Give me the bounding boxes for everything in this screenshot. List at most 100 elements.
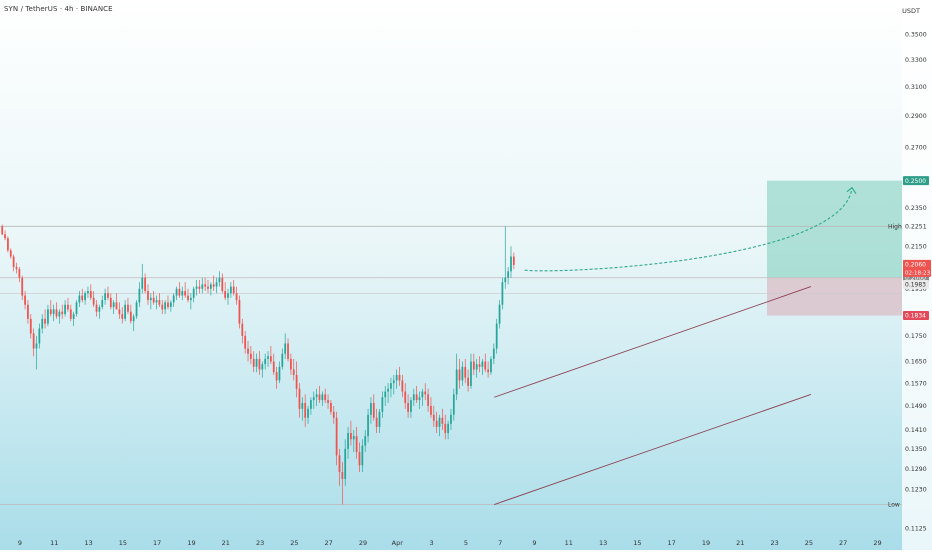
- stop-zone[interactable]: [767, 277, 902, 316]
- x-tick-label: 23: [770, 539, 778, 547]
- candle: [41, 314, 44, 334]
- channel-upper-line[interactable]: [494, 286, 812, 398]
- candle-body: [175, 288, 178, 296]
- price-tag-entry_secondary[interactable]: 0.1983: [903, 280, 929, 290]
- candle: [209, 282, 212, 296]
- candle: [370, 397, 372, 424]
- candle-body: [75, 302, 78, 315]
- candle-body: [24, 295, 26, 305]
- price-unit-label[interactable]: USDT: [902, 7, 920, 15]
- candle: [29, 314, 32, 339]
- x-tick-label: 7: [498, 539, 502, 547]
- candle: [18, 267, 21, 283]
- candle-body: [347, 433, 349, 449]
- candle-body: [407, 403, 409, 412]
- candle: [104, 288, 106, 305]
- candle-body: [261, 364, 264, 370]
- candle-body: [109, 297, 112, 308]
- candle-body: [101, 300, 104, 308]
- candle-body: [221, 277, 224, 292]
- candle: [287, 338, 289, 362]
- x-tick-label: 25: [290, 539, 298, 547]
- candle-body: [404, 391, 407, 404]
- candle: [132, 314, 135, 331]
- candle-body: [95, 304, 98, 312]
- candle: [21, 275, 24, 301]
- candle-body: [98, 307, 101, 312]
- candle: [472, 353, 475, 375]
- candle-body: [318, 394, 321, 401]
- projection-arrow[interactable]: [524, 187, 853, 272]
- candle: [212, 275, 215, 292]
- candle-body: [192, 288, 195, 298]
- target-zone[interactable]: [767, 180, 902, 278]
- candle: [164, 300, 167, 315]
- candle-body: [284, 343, 287, 354]
- x-tick-label: 27: [325, 539, 333, 547]
- candle-body: [455, 369, 458, 395]
- candle-body: [335, 417, 338, 456]
- candle: [330, 400, 332, 415]
- candle: [44, 309, 46, 329]
- candle: [424, 383, 427, 401]
- candle: [307, 405, 309, 424]
- candle: [392, 374, 395, 395]
- candle-body: [198, 286, 201, 289]
- candle-body: [18, 269, 21, 278]
- candle: [101, 295, 104, 310]
- candle: [112, 300, 115, 315]
- candle-body: [258, 358, 261, 370]
- candle: [172, 293, 175, 308]
- candle: [264, 353, 267, 370]
- channel-lower-line[interactable]: [494, 393, 812, 505]
- countdown-label: 02:18:23: [905, 270, 931, 276]
- candle-body: [338, 455, 341, 473]
- candle: [475, 358, 478, 378]
- candle: [344, 439, 347, 486]
- candle: [352, 429, 355, 453]
- candle-body: [395, 374, 398, 381]
- candle-body: [390, 383, 392, 389]
- candle-body: [41, 318, 44, 329]
- candle-body: [398, 374, 401, 381]
- candle: [244, 330, 247, 354]
- candle: [247, 340, 249, 362]
- candle: [84, 291, 86, 305]
- y-tick-label: 0.2700: [905, 144, 927, 151]
- candle: [281, 348, 284, 370]
- candle: [81, 288, 84, 303]
- candle: [115, 293, 118, 310]
- candle-body: [470, 361, 472, 386]
- candle-body: [89, 291, 92, 298]
- y-tick-label: 0.1950: [905, 286, 927, 293]
- candle: [284, 333, 287, 359]
- candle: [415, 385, 418, 404]
- candle-body: [81, 295, 84, 301]
- candle: [67, 297, 69, 312]
- candle-body: [341, 472, 344, 479]
- candle: [129, 304, 132, 324]
- y-tick-label: 0.1750: [905, 333, 927, 340]
- candle: [458, 358, 461, 389]
- candle-body: [501, 282, 504, 305]
- candle: [378, 408, 381, 434]
- candle: [304, 394, 307, 427]
- candle: [98, 304, 101, 319]
- candle: [52, 304, 55, 322]
- candle-body: [9, 250, 12, 257]
- candle-body: [21, 277, 24, 296]
- candle: [438, 414, 441, 437]
- price-tag-stop[interactable]: 0.1834: [903, 311, 929, 321]
- candle-body: [387, 388, 389, 392]
- candle-body: [209, 284, 212, 289]
- current-price-label: 0.2060: [905, 262, 926, 269]
- candle-body: [112, 302, 115, 308]
- candle: [61, 304, 64, 319]
- price-tag-target[interactable]: 0.2500: [903, 176, 929, 186]
- candle: [215, 277, 218, 294]
- candle-body: [255, 358, 258, 367]
- candle: [487, 361, 490, 378]
- candle-body: [498, 304, 501, 324]
